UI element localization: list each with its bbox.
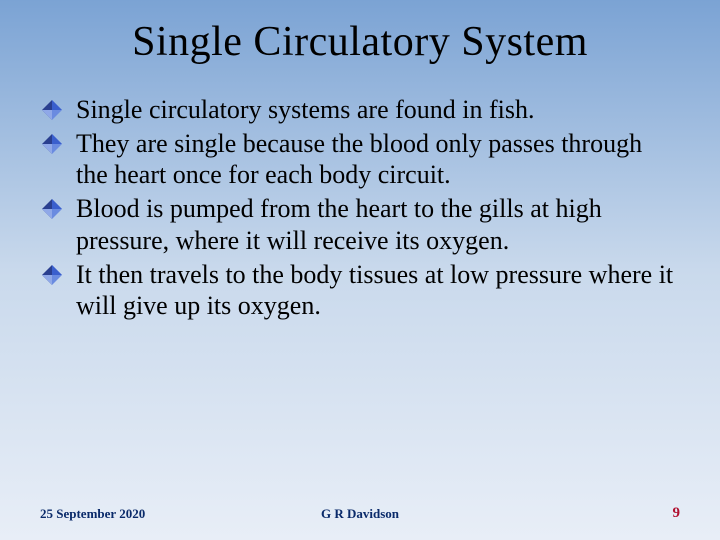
bullet-list: Single circulatory systems are found in … <box>40 94 680 322</box>
bullet-item: Single circulatory systems are found in … <box>40 94 680 126</box>
diamond-bullet-icon <box>42 100 62 120</box>
diamond-bullet-icon <box>42 265 62 285</box>
bullet-text: They are single because the blood only p… <box>76 129 642 190</box>
bullet-item: They are single because the blood only p… <box>40 128 680 191</box>
bullet-item: Blood is pumped from the heart to the gi… <box>40 193 680 256</box>
diamond-bullet-icon <box>42 134 62 154</box>
footer-date: 25 September 2020 <box>40 506 145 522</box>
footer-page-number: 9 <box>673 505 681 522</box>
footer: 25 September 2020 G R Davidson 9 <box>40 505 680 522</box>
slide: Single Circulatory System Single circula… <box>0 0 720 540</box>
bullet-text: Blood is pumped from the heart to the gi… <box>76 194 602 255</box>
bullet-item: It then travels to the body tissues at l… <box>40 259 680 322</box>
bullet-text: It then travels to the body tissues at l… <box>76 260 673 321</box>
slide-title: Single Circulatory System <box>40 18 680 66</box>
diamond-bullet-icon <box>42 199 62 219</box>
footer-author: G R Davidson <box>321 506 399 522</box>
bullet-text: Single circulatory systems are found in … <box>76 95 535 124</box>
